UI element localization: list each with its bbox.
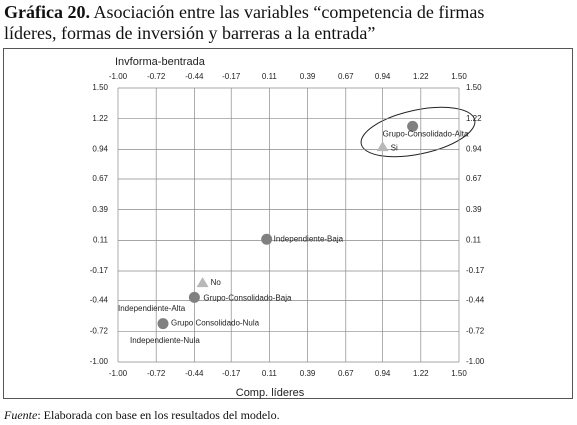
x-tick-label: -0.17 <box>222 72 241 81</box>
frame <box>3 48 573 399</box>
x-tick-label: 1.22 <box>413 72 429 81</box>
point-label: No <box>211 278 222 287</box>
y-tick-label: -0.72 <box>466 326 485 335</box>
x-tick-label: 1.22 <box>413 369 429 378</box>
annotation: Independiente-Alta <box>118 304 186 313</box>
y-tick-label: -0.72 <box>90 326 109 335</box>
source-label: Fuente <box>4 408 38 422</box>
y-tick-label: -0.44 <box>466 296 485 305</box>
x-tick-label: 1.50 <box>451 72 467 81</box>
point-label: Si <box>391 143 398 152</box>
y-tick-label: -1.00 <box>466 357 485 366</box>
y-axis-title: Invforma-bentrada <box>115 56 206 68</box>
annotation: Independiente-Nula <box>130 336 200 345</box>
x-tick-label: -0.44 <box>185 369 204 378</box>
y-tick-label: 1.22 <box>466 114 482 123</box>
point <box>196 277 209 288</box>
y-tick-label: -0.17 <box>466 266 485 275</box>
x-tick-label: -0.44 <box>185 72 204 81</box>
y-tick-label: 0.11 <box>466 235 482 244</box>
y-tick-label: 0.11 <box>93 235 109 244</box>
title-text: Asociación entre las variables “competen… <box>4 2 485 43</box>
x-tick-label: 1.50 <box>451 369 467 378</box>
x-axis-title: Comp. líderes <box>236 387 305 399</box>
x-tick-label: 0.94 <box>375 72 391 81</box>
y-tick-label: -0.17 <box>90 266 109 275</box>
y-tick-label: 1.50 <box>466 83 482 92</box>
title: Gráfica 20. Asociación entre las variabl… <box>4 2 524 44</box>
x-tick-label: -0.72 <box>147 72 166 81</box>
point <box>376 141 389 152</box>
source-text: : Elaborada con base en los resultados d… <box>37 408 280 422</box>
x-tick-label: 0.11 <box>262 72 278 81</box>
point <box>157 318 169 330</box>
x-tick-label: -0.72 <box>147 369 166 378</box>
y-tick-label: -0.44 <box>90 296 109 305</box>
y-tick-label: 0.94 <box>92 144 108 153</box>
x-tick-label: -1.00 <box>109 72 128 81</box>
highlight-ellipse <box>360 106 476 158</box>
point <box>261 233 273 245</box>
chart: Invforma-bentrada Comp. líderes -1.00-1.… <box>3 48 573 399</box>
x-tick-label: -1.00 <box>109 369 128 378</box>
y-tick-label: -1.00 <box>90 357 109 366</box>
source: Fuente: Elaborada con base en los result… <box>4 408 280 423</box>
x-tick-label: 0.39 <box>300 369 316 378</box>
y-tick-label: 1.22 <box>92 114 108 123</box>
point-label: Independiente-Baja <box>274 234 344 243</box>
y-tick-label: 0.94 <box>466 144 482 153</box>
x-tick-label: 0.39 <box>300 72 316 81</box>
point <box>407 120 419 132</box>
x-tick-label: -0.17 <box>222 369 241 378</box>
x-tick-label: 0.11 <box>262 369 278 378</box>
x-tick-label: 0.67 <box>338 369 354 378</box>
y-tick-label: 0.67 <box>466 174 482 183</box>
y-tick-label: 0.39 <box>92 205 108 214</box>
y-tick-label: 0.39 <box>466 205 482 214</box>
y-tick-label: 0.67 <box>92 174 108 183</box>
x-tick-label: 0.67 <box>338 72 354 81</box>
y-tick-label: 1.50 <box>92 83 108 92</box>
x-tick-label: 0.94 <box>375 369 391 378</box>
point <box>188 291 200 303</box>
point-label: Grupo-Consolidado-Baja <box>203 293 292 302</box>
point-label: Grupo-Consolidado-Alta <box>383 129 469 138</box>
point-label: Grupo Consolidado-Nula <box>171 319 260 328</box>
title-label: Gráfica 20. <box>4 2 90 22</box>
